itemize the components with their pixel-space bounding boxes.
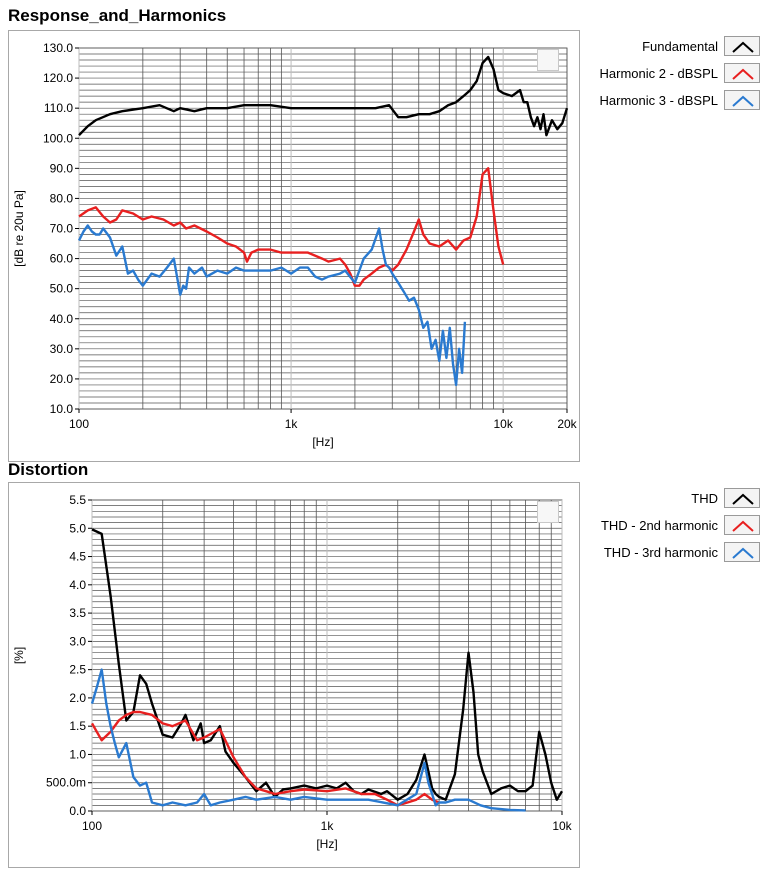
y-tick-label: 1.0 bbox=[69, 747, 86, 761]
y-axis-label: [dB re 20u Pa] bbox=[12, 190, 26, 267]
y-tick-label: 5.5 bbox=[69, 493, 86, 507]
legend-line-icon bbox=[732, 547, 754, 559]
y-tick-label: 2.0 bbox=[69, 691, 86, 705]
legend-swatch-icon[interactable] bbox=[724, 63, 760, 83]
legend-swatch-icon[interactable] bbox=[724, 488, 760, 508]
series-line-3 bbox=[90, 668, 526, 812]
legend-line-icon bbox=[732, 520, 754, 532]
legend-label: Harmonic 2 - dBSPL bbox=[599, 65, 719, 81]
y-tick-label: 110.0 bbox=[44, 101, 73, 115]
series-line-1 bbox=[91, 528, 564, 801]
y-tick-label: 3.0 bbox=[69, 634, 86, 648]
legend-line-icon bbox=[732, 493, 754, 505]
zoom-tool-icon[interactable] bbox=[537, 501, 559, 523]
distortion-legend: THD THD - 2nd harmonic THD - 3rd harmonic bbox=[580, 482, 760, 866]
legend-line-icon bbox=[732, 95, 754, 107]
legend-item[interactable]: Harmonic 3 - dBSPL bbox=[599, 88, 760, 112]
distortion-chart: 0.0 500.0m 1.0 1.5 2.0 2.5 3.0 3.5 4.0 4.5 5.0 5.5 1… bbox=[12, 493, 573, 851]
y-tick-label: 20.0 bbox=[50, 372, 74, 386]
y-tick-label: 130.0 bbox=[43, 41, 73, 55]
y-tick-label: 2.5 bbox=[69, 663, 86, 677]
x-tick-label: 100 bbox=[69, 417, 89, 431]
y-tick-label: 3.5 bbox=[69, 606, 86, 620]
legend-label: THD bbox=[691, 490, 718, 506]
legend-label: THD - 2nd harmonic bbox=[600, 517, 718, 533]
series-line-2 bbox=[78, 167, 505, 287]
x-tick-label: 100 bbox=[82, 819, 102, 833]
y-tick-label: 1.5 bbox=[69, 719, 86, 733]
legend-swatch-icon[interactable] bbox=[724, 36, 760, 56]
response-chart: 10.0 20.0 30.0 40.0 50.0 60.0 70.0 80.0 90.0 100.… bbox=[12, 41, 578, 449]
legend-item[interactable]: Fundamental bbox=[642, 34, 760, 58]
series-line-1 bbox=[78, 55, 569, 137]
y-tick-label: 500.0m bbox=[46, 776, 86, 790]
y-tick-label: 5.0 bbox=[69, 521, 86, 535]
x-tick-label: 20k bbox=[557, 417, 577, 431]
y-tick-label: 100.0 bbox=[43, 131, 73, 145]
zoom-tool-icon[interactable] bbox=[537, 49, 559, 71]
y-tick-label: 70.0 bbox=[50, 222, 74, 236]
legend-swatch-icon[interactable] bbox=[724, 542, 760, 562]
y-tick-label: 10.0 bbox=[50, 402, 74, 416]
y-tick-label: 4.5 bbox=[69, 550, 86, 564]
x-tick-label: 10k bbox=[552, 819, 572, 833]
legend-item[interactable]: Harmonic 2 - dBSPL bbox=[599, 61, 760, 85]
x-tick-label: 1k bbox=[285, 417, 299, 431]
y-tick-label: 4.0 bbox=[69, 578, 86, 592]
y-tick-label: 90.0 bbox=[50, 161, 74, 175]
legend-swatch-icon[interactable] bbox=[724, 90, 760, 110]
y-tick-label: 80.0 bbox=[50, 191, 74, 205]
legend-line-icon bbox=[732, 41, 754, 53]
legend-item[interactable]: THD - 3rd harmonic bbox=[604, 540, 760, 564]
response-plot-frame: 10.0 20.0 30.0 40.0 50.0 60.0 70.0 80.0 90.0 100.… bbox=[8, 30, 580, 462]
distortion-plot-frame: 0.0 500.0m 1.0 1.5 2.0 2.5 3.0 3.5 4.0 4.5 5.0 5.5 1… bbox=[8, 482, 580, 868]
x-axis-label: [Hz] bbox=[316, 837, 337, 851]
y-tick-label: 60.0 bbox=[50, 252, 74, 266]
y-axis-label: [%] bbox=[12, 647, 26, 664]
y-tick-label: 120.0 bbox=[43, 71, 73, 85]
y-tick-label: 40.0 bbox=[50, 312, 74, 326]
series-line-3 bbox=[77, 224, 467, 387]
x-axis-label: [Hz] bbox=[312, 435, 333, 449]
legend-label: Harmonic 3 - dBSPL bbox=[599, 92, 719, 108]
legend-label: Fundamental bbox=[642, 38, 718, 54]
legend-item[interactable]: THD bbox=[691, 486, 760, 510]
x-tick-label: 10k bbox=[493, 417, 513, 431]
x-tick-label: 1k bbox=[321, 819, 335, 833]
legend-swatch-icon[interactable] bbox=[724, 515, 760, 535]
chart-title-response: Response_and_Harmonics bbox=[8, 6, 227, 25]
legend-label: THD - 3rd harmonic bbox=[603, 544, 718, 560]
y-tick-label: 30.0 bbox=[50, 342, 74, 356]
y-tick-label: 50.0 bbox=[50, 282, 74, 296]
chart-title-distortion: Distortion bbox=[8, 460, 89, 479]
response-legend: Fundamental Harmonic 2 - dBSPL Harmonic 3 … bbox=[580, 30, 760, 460]
y-tick-label: 0.0 bbox=[69, 804, 86, 818]
legend-line-icon bbox=[732, 68, 754, 80]
legend-item[interactable]: THD - 2nd harmonic bbox=[601, 513, 760, 537]
